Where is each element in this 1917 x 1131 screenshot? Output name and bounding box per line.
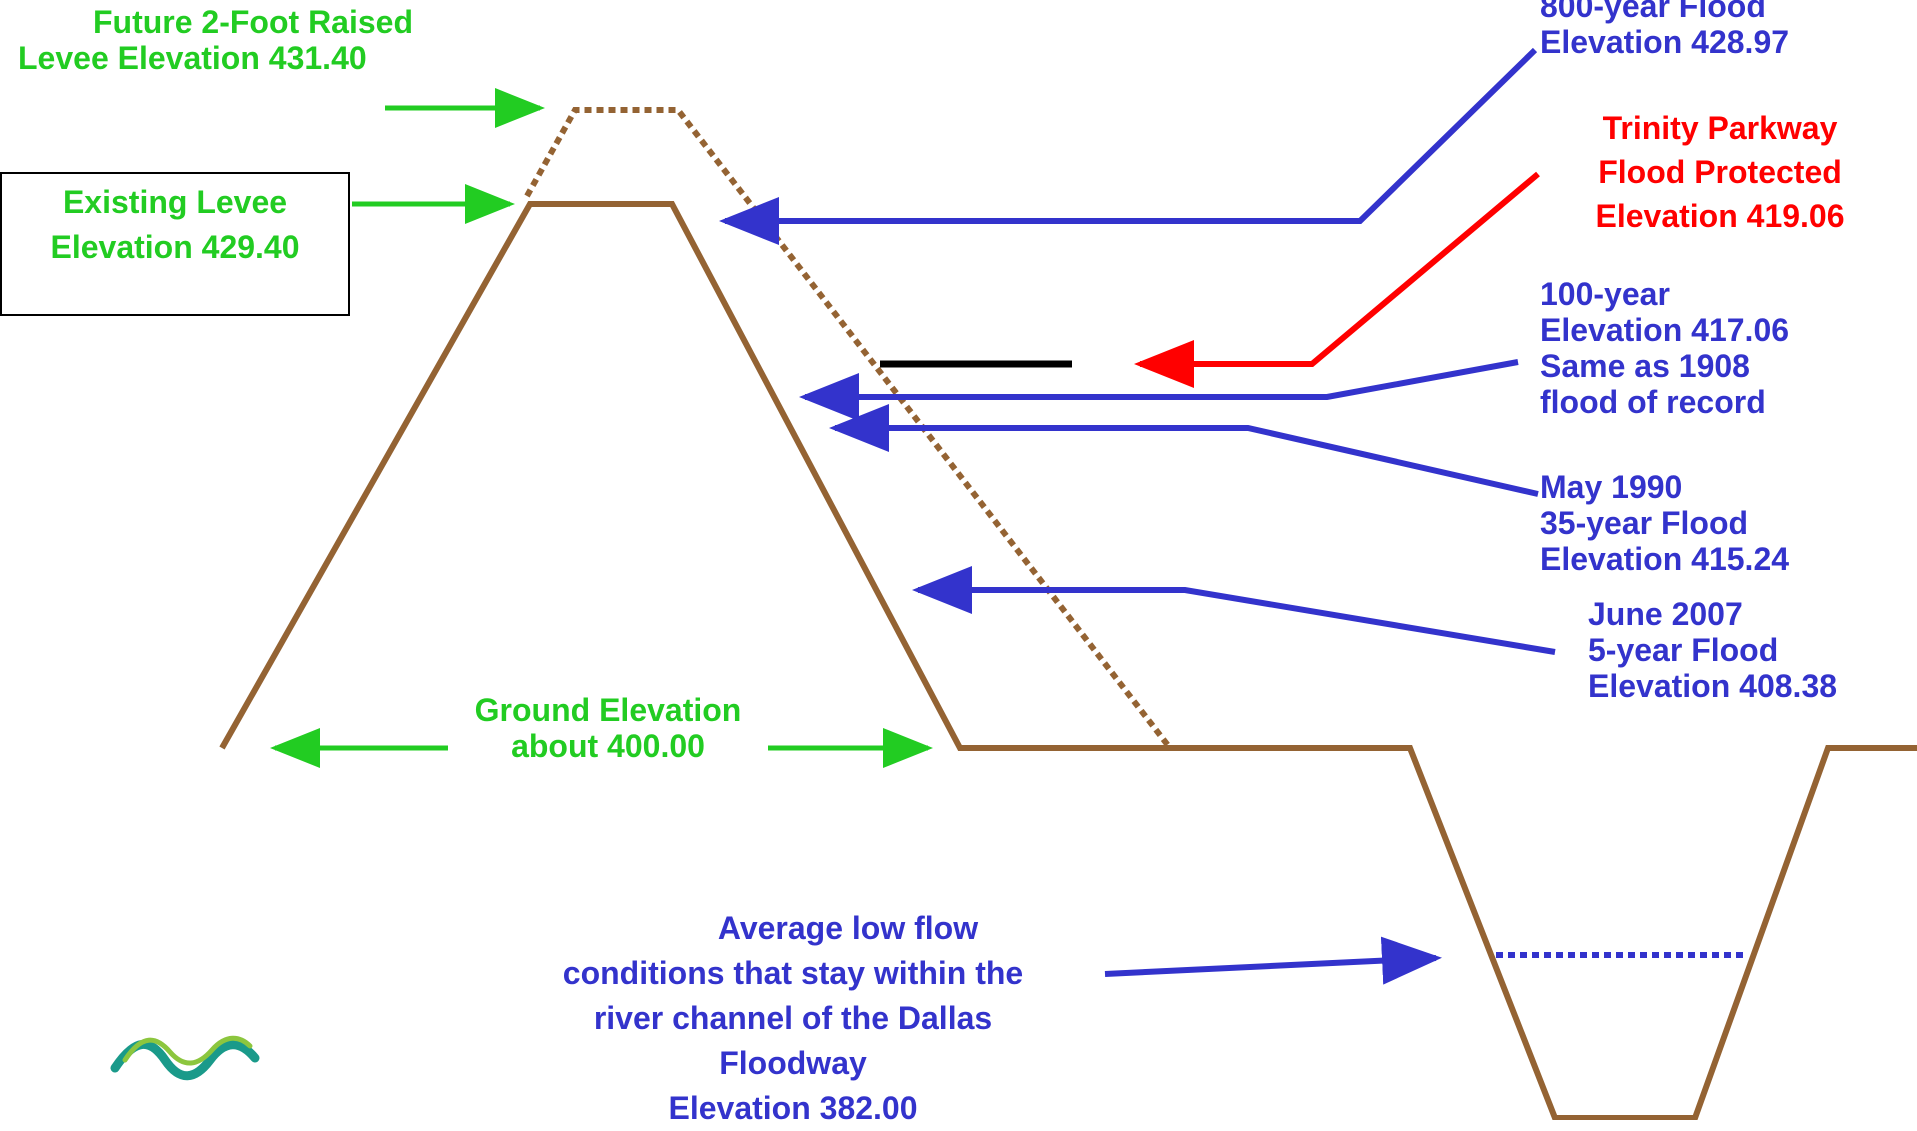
trinity-parkway-label: Trinity Parkway Flood Protected Elevatio… bbox=[1565, 106, 1875, 238]
flood-100-line-1: 100-year bbox=[1540, 276, 1670, 312]
flood-1990-line-3: Elevation 415.24 bbox=[1540, 541, 1790, 577]
low-flow-line-5: Elevation 382.00 bbox=[668, 1090, 918, 1126]
low-flow-line-3: river channel of the Dallas bbox=[593, 1000, 993, 1036]
flood-1990-leader bbox=[829, 404, 1539, 497]
flood-2007-line-3: Elevation 408.38 bbox=[1588, 668, 1838, 704]
low-flow-leader bbox=[1104, 936, 1442, 985]
existing-levee-label-box: Existing Levee Elevation 429.40 bbox=[0, 172, 350, 316]
flood-800-label: 800-year Flood Elevation 428.97 bbox=[1540, 0, 1789, 60]
future-levee-line-2: Levee Elevation 431.40 bbox=[18, 40, 367, 76]
flood-1990-line-2: 35-year Flood bbox=[1540, 505, 1749, 541]
low-flow-line-4: Floodway bbox=[719, 1045, 867, 1081]
flood-800-line-1: 800-year Flood bbox=[1540, 0, 1766, 24]
flood-100-line-4: flood of record bbox=[1540, 384, 1766, 420]
flood-2007-line-2: 5-year Flood bbox=[1588, 632, 1779, 668]
ground-elevation-label: Ground Elevation about 400.00 bbox=[436, 692, 780, 764]
existing-levee-line-1: Existing Levee bbox=[62, 184, 288, 220]
low-flow-line-2: conditions that stay within the bbox=[562, 955, 1024, 991]
flood-100-line-3: Same as 1908 bbox=[1540, 348, 1750, 384]
existing-levee-profile bbox=[219, 201, 1917, 1120]
flood-100-label: 100-year Elevation 417.06 Same as 1908 f… bbox=[1540, 276, 1789, 420]
low-flow-line-1: Average low flow bbox=[717, 910, 979, 946]
ground-line-2: about 400.00 bbox=[511, 728, 705, 764]
wave-logo-icon bbox=[110, 1035, 260, 1081]
future-levee-line-1: Future 2-Foot Raised bbox=[92, 4, 413, 40]
ground-line-1: Ground Elevation bbox=[474, 692, 742, 728]
flood-100-leader bbox=[799, 359, 1519, 421]
low-flow-label: Average low flow conditions that stay wi… bbox=[508, 906, 1078, 1131]
flood-800-leader bbox=[719, 47, 1538, 245]
flood-2007-label: June 2007 5-year Flood Elevation 408.38 bbox=[1588, 596, 1837, 704]
existing-levee-label: Existing Levee Elevation 429.40 bbox=[2, 180, 348, 270]
flood-800-line-2: Elevation 428.97 bbox=[1540, 24, 1790, 60]
trinity-parkway-line-3: Elevation 419.06 bbox=[1595, 198, 1845, 234]
future-levee-label: Future 2-Foot Raised Levee Elevation 431… bbox=[18, 4, 488, 76]
flood-2007-line-1: June 2007 bbox=[1588, 596, 1743, 632]
trinity-parkway-leader bbox=[1134, 171, 1540, 388]
existing-levee-line-2: Elevation 429.40 bbox=[50, 229, 300, 265]
flood-100-line-2: Elevation 417.06 bbox=[1540, 312, 1790, 348]
flood-1990-label: May 1990 35-year Flood Elevation 415.24 bbox=[1540, 469, 1789, 577]
flood-1990-line-1: May 1990 bbox=[1540, 469, 1683, 505]
trinity-parkway-line-1: Trinity Parkway bbox=[1602, 110, 1838, 146]
flood-2007-leader bbox=[912, 566, 1556, 655]
trinity-parkway-line-2: Flood Protected bbox=[1598, 154, 1842, 190]
